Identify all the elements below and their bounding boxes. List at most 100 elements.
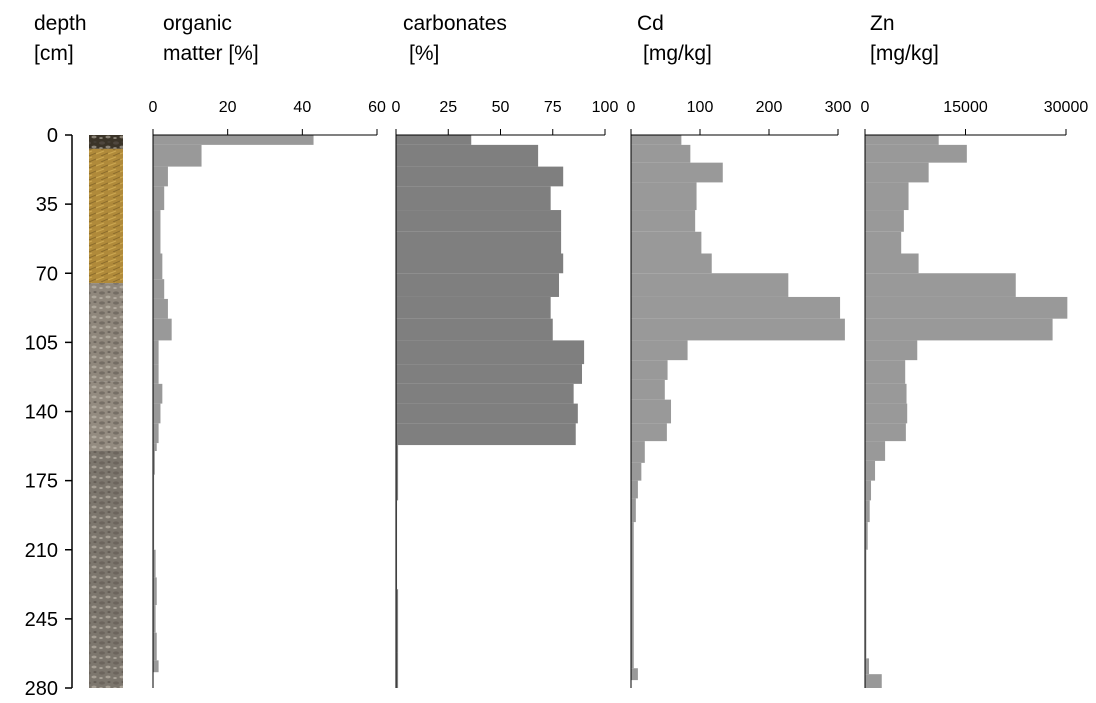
cd-bar	[631, 296, 841, 319]
zn-tick-label: 30000	[1044, 99, 1089, 116]
zn-bar	[865, 318, 1053, 341]
cd-tick-label: 100	[687, 99, 714, 116]
organic-matter-bar	[153, 577, 157, 606]
zn-bar	[865, 658, 870, 675]
zn-bar	[865, 441, 886, 461]
cd-bar	[631, 522, 634, 669]
organic-matter-bar	[153, 632, 157, 661]
cd-bar	[631, 462, 642, 481]
organic-matter-bar	[153, 135, 314, 145]
zn-bar	[865, 231, 902, 254]
carbonates-bar	[396, 273, 560, 297]
cd-title-line1: Cd	[637, 12, 664, 35]
depth-tick-label: 210	[25, 540, 58, 562]
cd-bar	[631, 253, 712, 274]
carbonates-bar	[396, 318, 553, 341]
organic-matter-bar	[153, 166, 168, 187]
organic-matter-bar	[153, 605, 156, 633]
carbonates-title-line1: carbonates	[403, 12, 507, 35]
organic-matter-bar	[153, 298, 168, 319]
zn-bar	[865, 403, 908, 424]
zn-bar	[865, 423, 906, 442]
carbonates-bar	[396, 231, 562, 254]
carbonates-bar	[396, 166, 564, 187]
zn-bar	[865, 162, 929, 183]
cd-bar	[631, 182, 697, 211]
zn-bar	[865, 500, 870, 523]
depth-tick-label: 175	[25, 471, 58, 493]
cd-bar	[631, 231, 702, 254]
zn-bar	[865, 135, 939, 145]
carbonates-bar	[396, 135, 472, 145]
zn-bar	[865, 273, 1016, 297]
cd-panel: 0 100 200 300	[627, 99, 851, 688]
cd-bar	[631, 273, 789, 297]
organic-matter-title-line1: organic	[163, 12, 232, 35]
carbonates-bar	[396, 364, 583, 384]
cd-bar	[631, 498, 636, 523]
zn-tick-label: 0	[861, 99, 870, 116]
core-zone-texture	[89, 148, 123, 284]
organic-matter-panel: 0 20 40 60	[149, 99, 386, 688]
carbonates-bar	[396, 210, 562, 232]
zn-bar	[865, 210, 904, 232]
core-zone-texture	[89, 451, 123, 688]
zn-bar	[865, 296, 1068, 319]
organic-matter-bar	[153, 364, 159, 384]
zn-title-line2: [mg/kg]	[870, 42, 939, 65]
organic-matter-bar	[153, 660, 159, 673]
carbonates-tick-label: 25	[439, 99, 457, 116]
core-zone-texture	[89, 381, 123, 451]
organic-matter-bar	[153, 403, 161, 424]
depth-tick-label: 140	[25, 402, 58, 424]
core-zone-texture	[89, 135, 123, 149]
zn-bar	[865, 360, 906, 384]
organic-matter-bar	[153, 443, 157, 451]
organic-matter-tick-label: 40	[293, 99, 311, 116]
cd-bar	[631, 318, 845, 341]
chart-panels: 0 20 40 60 0 25 50 75 100 0 100 200 300 0 15000 30000	[149, 99, 1089, 688]
carbonates-tick-label: 50	[492, 99, 510, 116]
core-zone-texture	[89, 283, 123, 382]
carbonates-title-line2: [%]	[409, 42, 439, 65]
organic-matter-tick-label: 0	[149, 99, 158, 116]
depth-axis-label-line1: depth	[34, 12, 87, 35]
organic-matter-title-line2: matter [%]	[163, 42, 259, 65]
carbonates-bar	[396, 340, 585, 365]
zn-bar	[865, 522, 868, 550]
zn-tick-label: 15000	[943, 99, 988, 116]
organic-matter-bar	[153, 423, 159, 444]
cd-tick-label: 0	[627, 99, 636, 116]
zn-bar	[865, 480, 872, 501]
organic-matter-bar	[153, 383, 163, 404]
carbonates-tick-label: 100	[592, 99, 619, 116]
zn-title-line1: Zn	[870, 12, 895, 35]
zn-bar	[865, 674, 882, 688]
cd-bar	[631, 144, 691, 163]
zn-bar	[865, 182, 909, 211]
carbonates-bar	[396, 500, 398, 590]
carbonates-bar	[396, 296, 551, 319]
carbonates-bar	[396, 589, 399, 653]
zn-bar	[865, 253, 919, 274]
organic-matter-bar	[153, 210, 161, 254]
cd-bar	[631, 340, 688, 361]
depth-tick-label: 245	[25, 609, 58, 631]
organic-matter-bar	[153, 318, 172, 341]
cd-title-line2: [mg/kg]	[643, 42, 712, 65]
depth-tick-label: 105	[25, 332, 58, 354]
zn-bar	[865, 549, 867, 659]
depth-tick-label: 70	[36, 263, 58, 285]
organic-matter-bar	[153, 253, 163, 280]
cd-tick-label: 200	[756, 99, 783, 116]
organic-matter-tick-label: 20	[219, 99, 237, 116]
core-photo	[89, 135, 123, 688]
organic-matter-bar	[153, 340, 159, 365]
carbonates-bar	[396, 253, 564, 274]
carbonates-bar	[396, 423, 576, 446]
organic-matter-bar	[153, 186, 165, 211]
depth-axis: 0 35 70 105 140 175 210 245 280	[25, 125, 73, 700]
depth-tick-label: 35	[36, 194, 58, 216]
cd-bar	[631, 441, 645, 463]
